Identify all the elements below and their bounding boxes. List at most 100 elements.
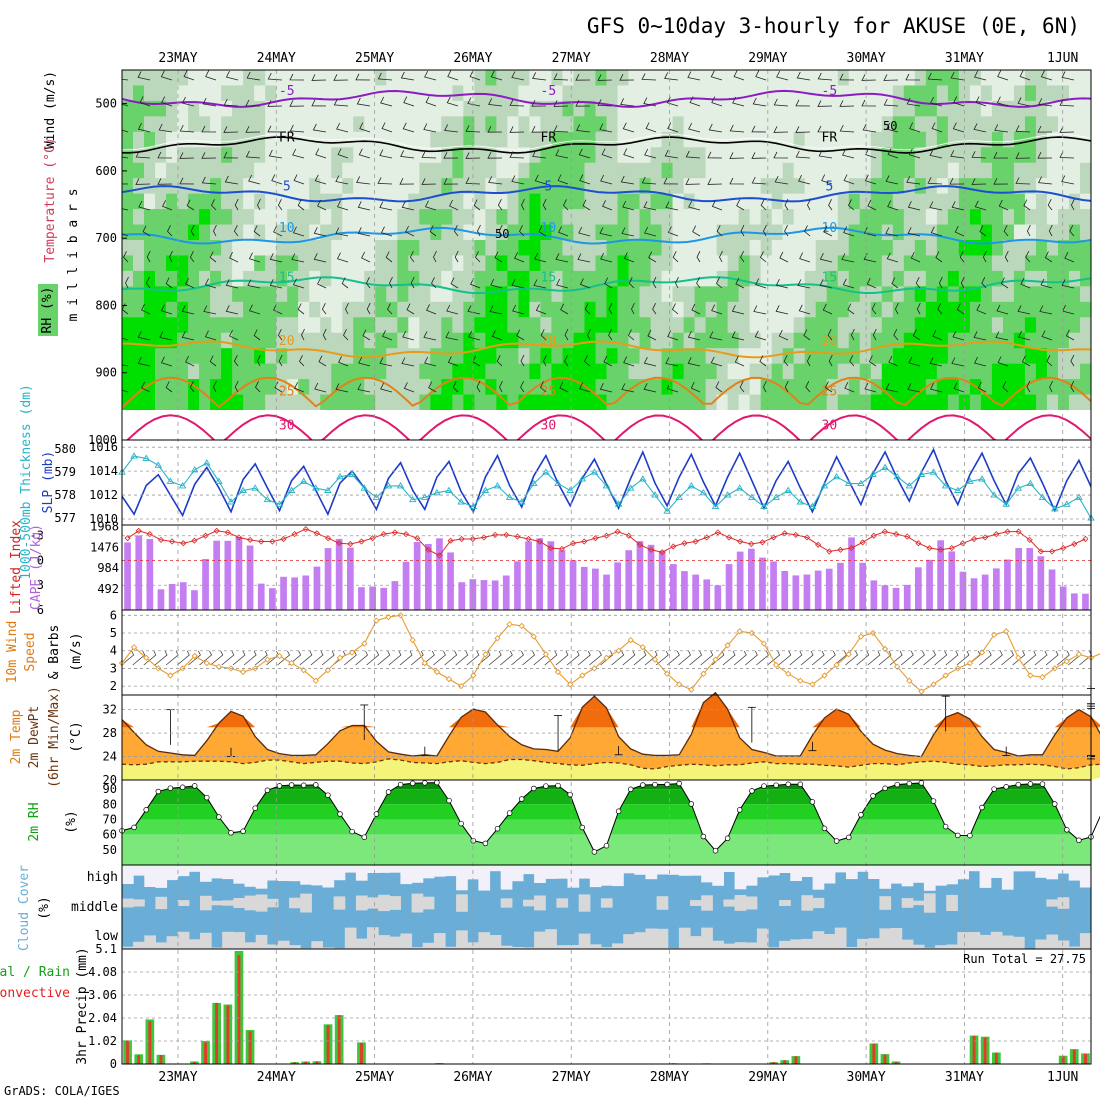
rh-cell (243, 240, 255, 257)
rh-cell (914, 286, 927, 303)
rh-cell (881, 116, 894, 133)
low-cloud-gap (355, 938, 368, 949)
middle-cloud-gap (812, 897, 825, 909)
rh-cell (1068, 363, 1081, 380)
rh-point (821, 825, 828, 832)
rh-cell (606, 162, 619, 179)
rh-point (688, 801, 695, 807)
lifted-point (648, 546, 655, 553)
rh-cell (1057, 286, 1070, 303)
upper-wind-barb (817, 100, 833, 107)
low-cloud-gap (489, 935, 502, 949)
upper-wind-barb (760, 199, 767, 211)
upper-wind-barb (784, 198, 789, 211)
upper-wind-barb (871, 303, 877, 315)
high-cloud-gap (378, 865, 390, 873)
rh-point (858, 812, 864, 818)
upper-wind-barb (338, 356, 349, 367)
rh-cell (859, 301, 872, 318)
rh-cell (133, 394, 145, 411)
contour-label-15: 15 (279, 270, 295, 285)
rh-cell (870, 332, 883, 349)
surface-wind-barb (132, 650, 146, 666)
rh-cell (474, 332, 486, 349)
rh-cell (210, 255, 222, 272)
rh-cell (628, 286, 641, 303)
rh-cell (397, 301, 409, 318)
low-cloud-gap (155, 942, 168, 949)
rh-cell (738, 255, 751, 272)
temp-contour-FR (122, 136, 1091, 154)
upper-wind-barb (400, 150, 415, 159)
upper-wind-barb (488, 176, 503, 185)
low-cloud-gap (823, 934, 836, 949)
rh-cell (573, 85, 586, 102)
lifted-point (1071, 540, 1078, 548)
upper-wind-barb (190, 224, 195, 237)
upper-wind-barb (559, 381, 569, 393)
rh-cell (1068, 286, 1081, 303)
rh-cell (452, 193, 464, 210)
rh-cell (397, 286, 409, 303)
rh-cell (540, 85, 553, 102)
rh-cell (562, 379, 575, 396)
precip-convective-bar (337, 1015, 341, 1064)
rh-cell (1035, 209, 1048, 226)
rh-cell (463, 70, 475, 87)
wind-speed-point (542, 651, 550, 658)
cape-bar (870, 580, 878, 610)
rh-cell (221, 317, 233, 334)
rh-cell (419, 162, 431, 179)
rh-cell (936, 348, 949, 365)
thickness-point (336, 472, 344, 480)
rh-cell (1002, 100, 1015, 117)
upper-wind-barb (844, 382, 855, 393)
rh-cell (969, 363, 982, 380)
rh-cell (628, 270, 641, 287)
upper-wind-barb (201, 152, 217, 159)
rh-cell (331, 100, 343, 117)
upper-wind-barb (553, 100, 569, 107)
rh-cell (133, 379, 145, 396)
high-cloud-gap (355, 865, 368, 881)
precip-convective-bar (360, 1043, 363, 1064)
rh-cell (727, 317, 740, 334)
rh-cell (672, 209, 685, 226)
rh-cell (738, 301, 751, 318)
upper-wind-barb (223, 98, 239, 107)
rh-cell (364, 162, 376, 179)
surface-wind-barb (165, 650, 179, 666)
precip-convective-bar (794, 1056, 798, 1064)
rh-cell (386, 100, 398, 117)
lower-panels (118, 447, 1100, 1064)
rh-cell (584, 209, 597, 226)
rh-cell (925, 301, 938, 318)
rh-cell (1057, 162, 1070, 179)
upper-wind-barb (475, 251, 481, 263)
thickness-tick-label: 580 (54, 442, 76, 456)
rh-cell (859, 255, 872, 272)
cape-bar (681, 571, 688, 610)
rh-cell (133, 85, 145, 102)
rh-cell (870, 147, 883, 164)
rh-cell (1002, 70, 1015, 87)
upper-wind-barb (157, 178, 173, 185)
rh-cell (969, 85, 982, 102)
surface-wind-barb (310, 650, 324, 666)
high-cloud-gap (344, 865, 357, 873)
rh-cell (320, 116, 332, 133)
rh-cell (793, 147, 806, 164)
rh-cell (276, 224, 288, 241)
upper-wind-barb (563, 199, 569, 211)
upper-wind-barb (403, 96, 415, 107)
rh-cell (815, 162, 828, 179)
rh-cell (815, 348, 828, 365)
low-cloud-gap (578, 933, 591, 949)
thickness-point (312, 484, 320, 491)
upper-wind-barb (839, 124, 855, 133)
upper-wind-barb (842, 148, 855, 159)
upper-wind-barb (223, 126, 239, 133)
rh-cell (177, 270, 189, 287)
upper-wind-barb (248, 304, 261, 315)
rh-cell (166, 162, 178, 179)
